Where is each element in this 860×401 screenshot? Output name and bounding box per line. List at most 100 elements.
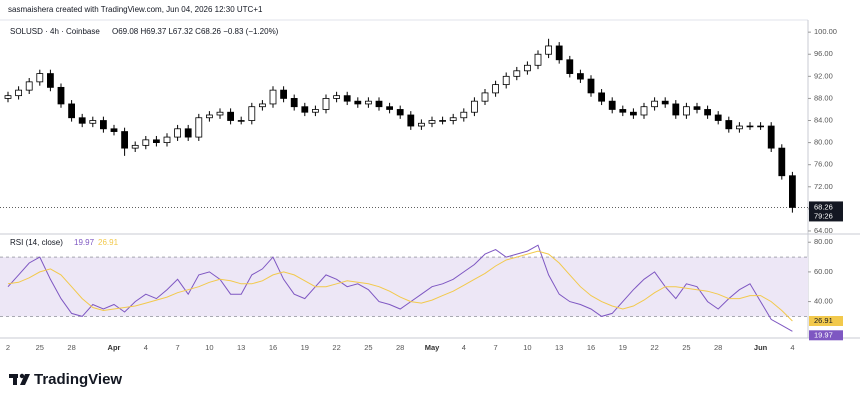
rsi-title: RSI (14, close) bbox=[10, 238, 63, 247]
candle-body bbox=[290, 98, 298, 108]
candles bbox=[4, 38, 796, 213]
legend-value: 19.97 bbox=[74, 238, 95, 247]
candle-body bbox=[577, 73, 584, 80]
candle-body bbox=[513, 70, 521, 77]
credit: sasmaishera created with TradingView.com… bbox=[8, 5, 263, 14]
candle-body bbox=[258, 103, 266, 108]
x-tick-label: 28 bbox=[67, 343, 75, 352]
x-tick-label: 22 bbox=[332, 343, 340, 352]
candle-body bbox=[121, 131, 128, 149]
candle-body bbox=[725, 120, 733, 130]
candle-body bbox=[152, 139, 160, 144]
candle-body bbox=[205, 114, 213, 119]
symbol: SOLUSD · 4h · Coinbase bbox=[10, 27, 100, 36]
value-box bbox=[809, 330, 843, 341]
y-tick-label: 76.00 bbox=[814, 160, 833, 169]
candle-body bbox=[704, 109, 711, 116]
logo-part bbox=[20, 374, 30, 385]
y-tick-label: 92.00 bbox=[814, 71, 833, 80]
candle-body bbox=[78, 117, 86, 124]
x-tick-label: 10 bbox=[205, 343, 213, 352]
logo-part bbox=[19, 373, 25, 379]
y-tick-label: 88.00 bbox=[814, 93, 833, 102]
candle-body bbox=[227, 111, 235, 121]
rsi-line bbox=[7, 244, 793, 332]
candle-body bbox=[311, 109, 319, 113]
y-tick-label: 80.00 bbox=[814, 138, 833, 147]
brand: TradingView bbox=[34, 371, 122, 388]
candle-body bbox=[619, 109, 627, 113]
candle-body bbox=[566, 59, 574, 74]
logo bbox=[9, 373, 30, 385]
candle-body bbox=[778, 147, 786, 177]
candle-body bbox=[587, 78, 595, 94]
candle-body bbox=[470, 100, 478, 113]
countdown: 79:26 bbox=[814, 211, 833, 220]
x-tick-label: 28 bbox=[396, 343, 404, 352]
candle-body bbox=[131, 144, 139, 149]
candle-body bbox=[524, 64, 531, 72]
candle-body bbox=[746, 125, 754, 128]
candle-body bbox=[439, 120, 447, 122]
x-tick-label: 28 bbox=[714, 343, 722, 352]
candle-body bbox=[449, 117, 457, 121]
candle-body bbox=[301, 106, 309, 113]
candle-body bbox=[598, 92, 605, 102]
candle-body bbox=[269, 89, 277, 105]
candle-body bbox=[651, 100, 658, 108]
candle-body bbox=[216, 111, 224, 116]
candle-body bbox=[460, 111, 468, 119]
candle-body bbox=[714, 114, 722, 121]
logo-part bbox=[13, 374, 17, 385]
x-tick-label: 4 bbox=[462, 343, 466, 352]
x-tick-label: 7 bbox=[176, 343, 180, 352]
y-tick-label: 96.00 bbox=[814, 49, 833, 58]
x-tick-label: 19 bbox=[619, 343, 627, 352]
value-box bbox=[809, 316, 843, 326]
x-tick-label: 4 bbox=[144, 343, 148, 352]
candle-body bbox=[47, 73, 54, 88]
candle-body bbox=[100, 120, 107, 130]
candle-body bbox=[184, 128, 192, 138]
candle-body bbox=[555, 45, 563, 61]
y-tick-label: 100.00 bbox=[814, 27, 837, 36]
candle-body bbox=[492, 84, 500, 94]
x-tick-label: 25 bbox=[36, 343, 44, 352]
last-price-box bbox=[809, 201, 843, 222]
candle-body bbox=[757, 125, 764, 128]
x-tick-label: 13 bbox=[555, 343, 563, 352]
candle-body bbox=[417, 122, 425, 127]
x-tick-label: 7 bbox=[494, 343, 498, 352]
candle-body bbox=[15, 89, 23, 97]
candle-body bbox=[333, 95, 341, 99]
candle-body bbox=[640, 106, 648, 116]
candle-body bbox=[789, 175, 796, 208]
candle-body bbox=[354, 100, 362, 105]
x-tick-label: Apr bbox=[108, 343, 121, 352]
y-tick-label: 72.00 bbox=[814, 182, 833, 191]
candle-body bbox=[407, 114, 415, 127]
candle-body bbox=[89, 120, 97, 124]
candle-body bbox=[163, 136, 171, 144]
candle-body bbox=[142, 139, 150, 146]
y-tick-label: 40.00 bbox=[814, 297, 833, 306]
candle-body bbox=[736, 125, 743, 130]
value-box-label: 26.91 bbox=[814, 316, 833, 325]
x-tick-label: 10 bbox=[523, 343, 531, 352]
candle-body bbox=[428, 120, 436, 124]
candle-body bbox=[25, 81, 33, 91]
candle-body bbox=[36, 73, 44, 83]
candle-body bbox=[534, 53, 542, 66]
candle-body bbox=[386, 106, 394, 110]
y-tick-label: 80.00 bbox=[814, 237, 833, 246]
candle-body bbox=[630, 111, 637, 116]
x-tick-label: 16 bbox=[269, 343, 277, 352]
ohlc: O69.08 H69.37 L67.32 C68.26 −0.83 (−1.20… bbox=[112, 27, 279, 36]
x-tick-label: Jun bbox=[754, 343, 768, 352]
candle-body bbox=[343, 95, 351, 102]
candle-body bbox=[248, 106, 256, 121]
candle-body bbox=[195, 117, 203, 138]
candle-body bbox=[237, 120, 245, 122]
